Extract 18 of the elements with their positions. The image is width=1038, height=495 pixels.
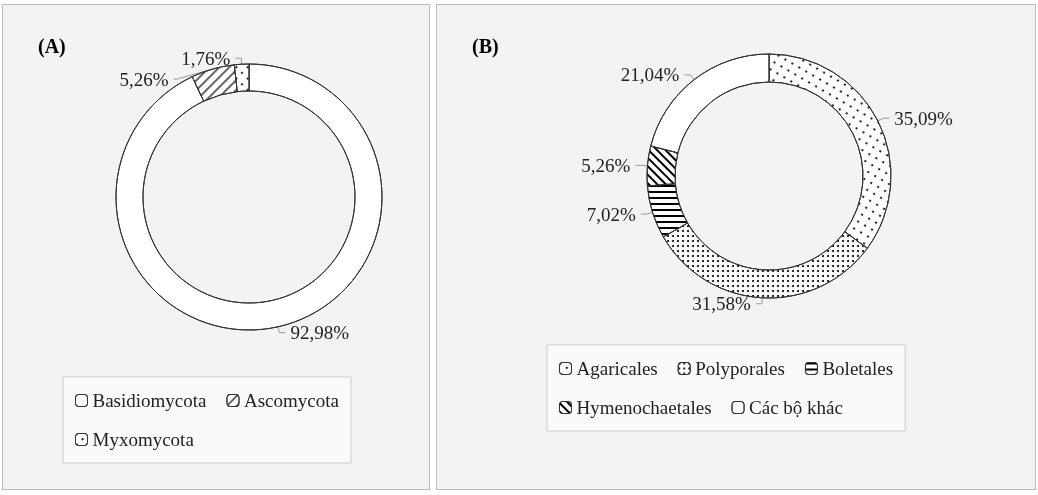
legend-label: Agaricales (576, 358, 658, 379)
data-label: 21,04% (620, 64, 680, 86)
legend-label: Myxomycota (92, 429, 195, 450)
chart-title: (B) (472, 35, 499, 58)
data-label: 5,26% (119, 68, 169, 90)
legend-label: Hymenochaetales (576, 397, 712, 418)
legend-label: Ascomycota (243, 390, 340, 411)
data-label: 35,09% (894, 107, 953, 129)
legend-label: Basidiomycota (92, 390, 208, 411)
legend-label: Boletales (822, 358, 894, 379)
legend-label: Các bộ khác (749, 397, 843, 418)
data-label: 1,76% (181, 47, 231, 69)
data-label: 92,98% (290, 322, 350, 344)
chart-title: (A) (38, 35, 66, 58)
data-label: 5,26% (581, 154, 631, 176)
data-label: 31,58% (692, 293, 752, 315)
legend-label: Polyporales (695, 358, 785, 379)
data-label: 7,02% (586, 203, 636, 225)
